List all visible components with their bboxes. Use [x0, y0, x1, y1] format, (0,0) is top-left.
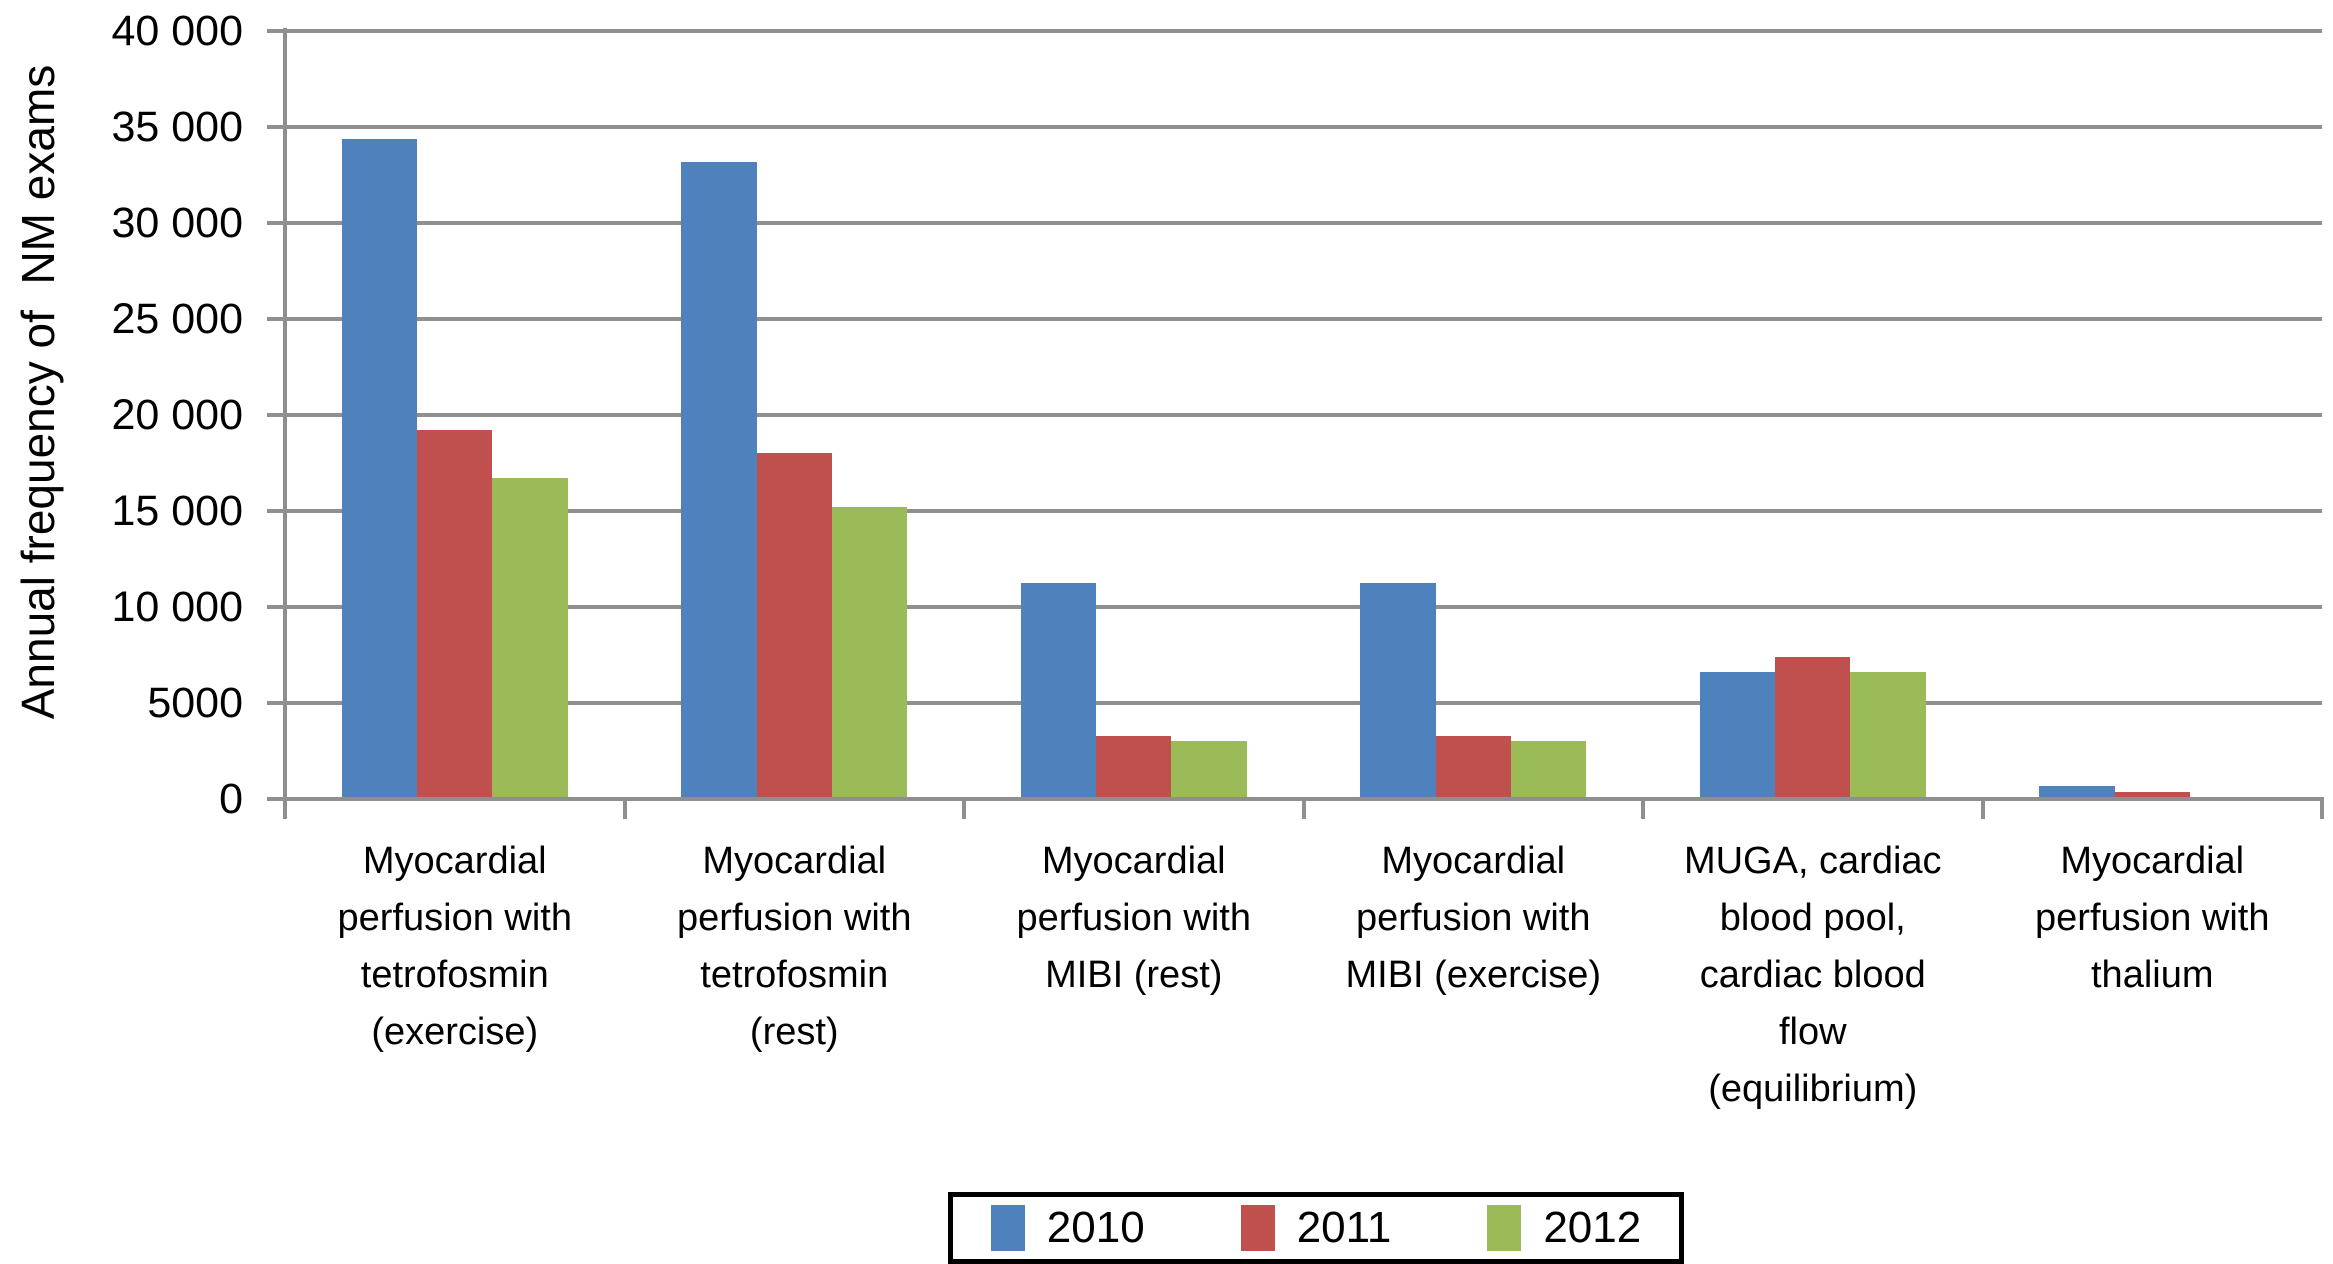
- legend-label-2011: 2011: [1296, 1203, 1392, 1252]
- gridline: [285, 701, 2322, 705]
- x-axis-tick: [1301, 801, 1306, 819]
- y-axis-line: [283, 28, 287, 801]
- x-axis-tick: [962, 801, 966, 819]
- bar-2010-cat1: [681, 161, 757, 797]
- x-axis-tick: [283, 801, 287, 819]
- x-axis-line: [283, 797, 2324, 801]
- bar-2011-cat0: [417, 430, 493, 797]
- legend-swatch-2011: [1240, 1205, 1275, 1251]
- category-label: Myocardial perfusion with tetrofosmin (e…: [337, 840, 572, 1053]
- y-axis-tick: [267, 605, 285, 609]
- bar-2011-cat4: [1775, 656, 1851, 797]
- y-axis-tick: [267, 317, 285, 321]
- y-axis-tick: [267, 221, 285, 225]
- gridline: [285, 29, 2322, 33]
- y-tick-label: 20 000: [111, 391, 243, 439]
- y-axis-tick: [267, 797, 285, 801]
- x-axis-tick: [622, 801, 627, 819]
- category-label: Myocardial perfusion with thalium: [2035, 840, 2270, 996]
- y-tick-label: 5000: [147, 679, 243, 727]
- bar-2010-cat5: [2039, 785, 2115, 797]
- bar-2010-cat0: [341, 138, 418, 797]
- y-axis-tick: [267, 509, 285, 513]
- gridline: [285, 605, 2322, 609]
- gridline: [285, 509, 2322, 513]
- gridline: [285, 221, 2322, 225]
- bar-2011-cat2: [1096, 735, 1172, 797]
- legend-label-2012: 2012: [1543, 1203, 1642, 1252]
- x-axis-tick: [2320, 801, 2324, 819]
- y-tick-label: 30 000: [111, 199, 243, 247]
- y-axis-tick: [267, 125, 285, 129]
- bar-2011-cat1: [756, 453, 832, 797]
- bar-2012-cat4: [1850, 672, 1926, 797]
- bar-2012-cat1: [831, 507, 908, 797]
- bar-2012-cat0: [492, 478, 568, 797]
- bar-2012-cat3: [1510, 741, 1587, 797]
- y-axis-tick: [267, 29, 285, 33]
- category-label: MUGA, cardiac blood pool, cardiac blood …: [1683, 840, 1942, 1110]
- category-label: Myocardial perfusion with MIBI (exercise…: [1345, 840, 1601, 996]
- bar-2012-cat2: [1171, 741, 1247, 797]
- y-tick-label: 35 000: [111, 103, 243, 151]
- y-tick-label: 25 000: [111, 295, 243, 343]
- y-tick-label: 40 000: [111, 7, 243, 55]
- bar-2010-cat4: [1699, 672, 1776, 797]
- bar-2011-cat5: [2114, 792, 2190, 797]
- legend: 2010 2011 2012: [948, 1192, 1684, 1264]
- category-label: Myocardial perfusion with tetrofosmin (r…: [677, 840, 912, 1053]
- x-axis-tick: [1980, 801, 1985, 819]
- gridline: [285, 317, 2322, 321]
- y-axis-tick: [267, 701, 285, 705]
- y-tick-label: 15 000: [111, 487, 243, 535]
- legend-item-2012: 2012: [1487, 1205, 1641, 1251]
- gridline: [285, 413, 2322, 417]
- y-tick-label: 10 000: [111, 583, 243, 631]
- bar-2010-cat2: [1020, 583, 1097, 797]
- y-axis-tick: [267, 413, 285, 417]
- category-label: Myocardial perfusion with MIBI (rest): [1016, 840, 1251, 996]
- legend-item-2010: 2010: [990, 1203, 1145, 1252]
- y-tick-label: 0: [219, 775, 243, 823]
- gridline: [285, 125, 2322, 129]
- x-axis-tick: [1641, 801, 1645, 819]
- legend-swatch-2012: [1487, 1205, 1522, 1251]
- legend-label-2010: 2010: [1046, 1203, 1145, 1252]
- bar-2010-cat3: [1360, 583, 1436, 797]
- legend-item-2011: 2011: [1240, 1203, 1392, 1252]
- bar-2011-cat3: [1435, 735, 1511, 797]
- legend-swatch-2010: [990, 1205, 1025, 1251]
